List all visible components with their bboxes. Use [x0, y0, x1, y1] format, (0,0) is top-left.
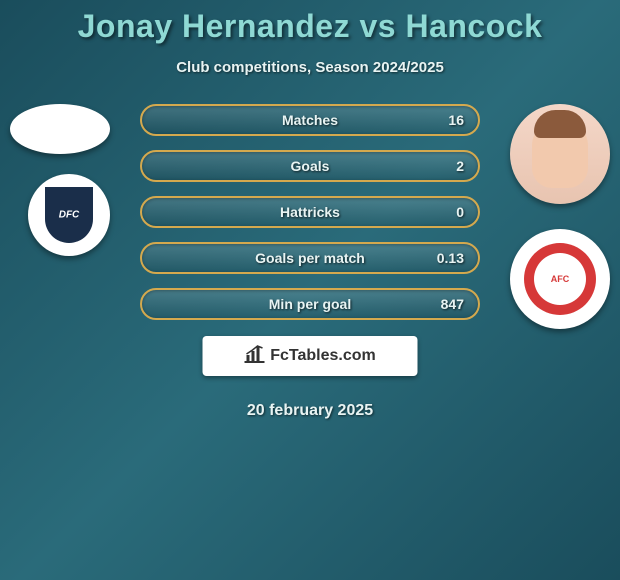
stat-label: Goals: [291, 158, 330, 174]
stat-value: 0.13: [437, 250, 464, 266]
stat-value: 847: [441, 296, 464, 312]
club-left-badge: [28, 174, 110, 256]
comparison-date: 20 february 2025: [0, 402, 620, 420]
stat-row-matches: Matches 16: [140, 104, 480, 136]
site-logo: FcTables.com: [203, 336, 418, 376]
stat-label: Matches: [282, 112, 338, 128]
stat-bars: Matches 16 Goals 2 Hattricks 0 Goals per…: [140, 104, 480, 334]
site-logo-text: FcTables.com: [270, 347, 376, 365]
page-subtitle: Club competitions, Season 2024/2025: [0, 59, 620, 76]
stat-label: Hattricks: [280, 204, 340, 220]
player-right-avatar: [510, 104, 610, 204]
player-right-face-icon: [532, 118, 588, 188]
stat-row-goals: Goals 2: [140, 150, 480, 182]
club-right-badge: AFC: [510, 229, 610, 329]
stat-label: Goals per match: [255, 250, 365, 266]
page-title: Jonay Hernandez vs Hancock: [0, 0, 620, 45]
club-left-shield-icon: [45, 187, 93, 243]
comparison-content: AFC Matches 16 Goals 2 Hattricks 0 Goals…: [0, 104, 620, 364]
stat-value: 0: [456, 204, 464, 220]
stat-row-hattricks: Hattricks 0: [140, 196, 480, 228]
stat-row-min-per-goal: Min per goal 847: [140, 288, 480, 320]
stat-value: 16: [448, 112, 464, 128]
player-left-avatar: [10, 104, 110, 154]
stat-label: Min per goal: [269, 296, 351, 312]
stat-value: 2: [456, 158, 464, 174]
chart-icon: [244, 345, 264, 368]
club-right-crest-icon: AFC: [524, 243, 596, 315]
stat-row-goals-per-match: Goals per match 0.13: [140, 242, 480, 274]
